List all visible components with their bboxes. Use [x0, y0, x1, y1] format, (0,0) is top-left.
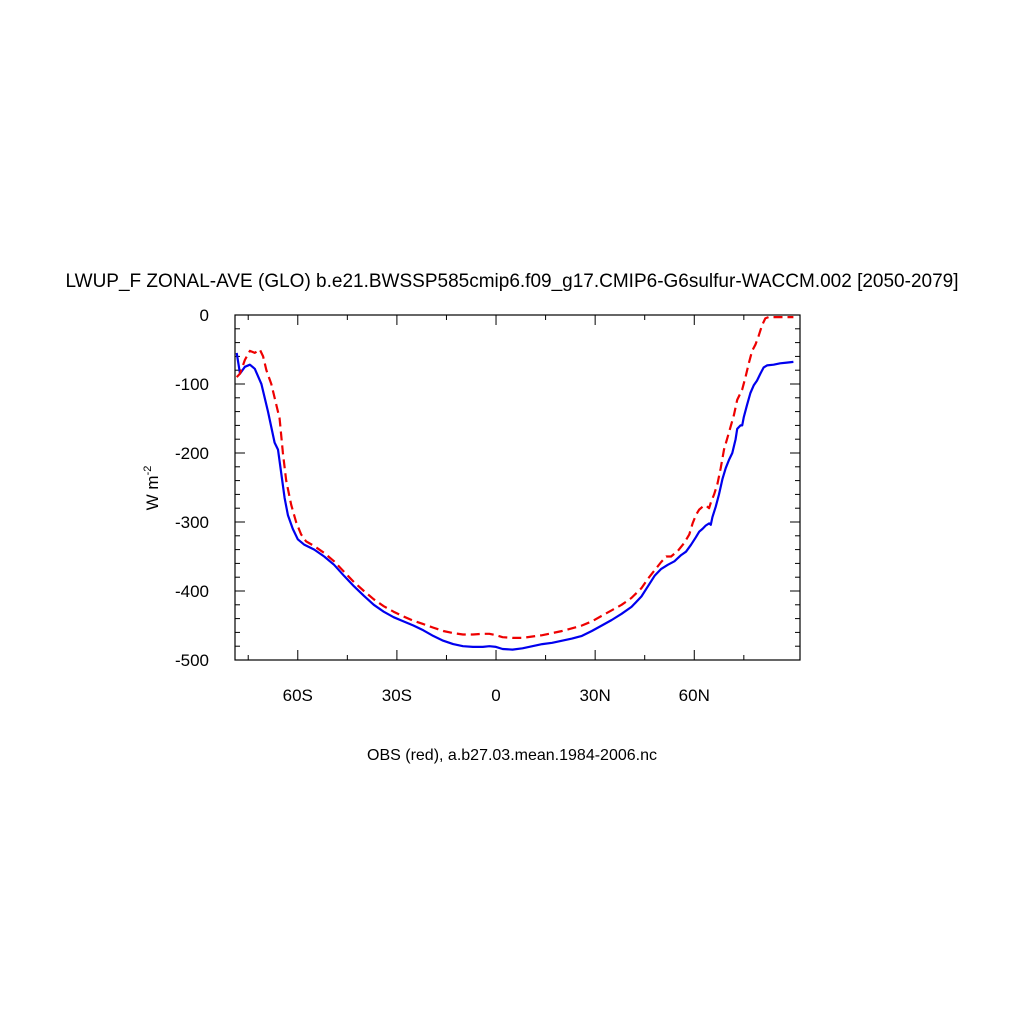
x-tick-label: 30N: [580, 686, 611, 705]
x-axis-label: OBS (red), a.b27.03.mean.1984-2006.nc: [367, 747, 657, 764]
y-axis-label-base: W m: [143, 475, 162, 510]
y-tick-label: 0: [200, 306, 209, 325]
y-axis-label-superscript: -2: [142, 466, 154, 476]
y-tick-label: -300: [175, 513, 209, 532]
y-axis-label: W m-2: [142, 466, 162, 511]
series-lines: [235, 316, 794, 651]
y-tick-label: -100: [175, 375, 209, 394]
y-tick-label: -200: [175, 444, 209, 463]
y-tick-label: -500: [175, 651, 209, 670]
axis-tick-labels: 0 -100 -200 -300 -400 -500 60S 30S 0 30N 60N: [175, 306, 710, 705]
chart-title: LWUP_F ZONAL-AVE (GLO) b.e21.BWSSP585cmi…: [66, 271, 959, 292]
series-line-obs: [235, 316, 794, 639]
series-line-model: [235, 352, 794, 651]
x-tick-label: 30S: [382, 686, 412, 705]
x-tick-label: 60S: [283, 686, 313, 705]
y-tick-label: -400: [175, 582, 209, 601]
axis-ticks: [235, 314, 800, 661]
svg-text:W m-2: W m-2: [142, 466, 162, 511]
x-tick-label: 60N: [679, 686, 710, 705]
plot-frame: [234, 314, 801, 661]
x-tick-label: 0: [491, 686, 500, 705]
